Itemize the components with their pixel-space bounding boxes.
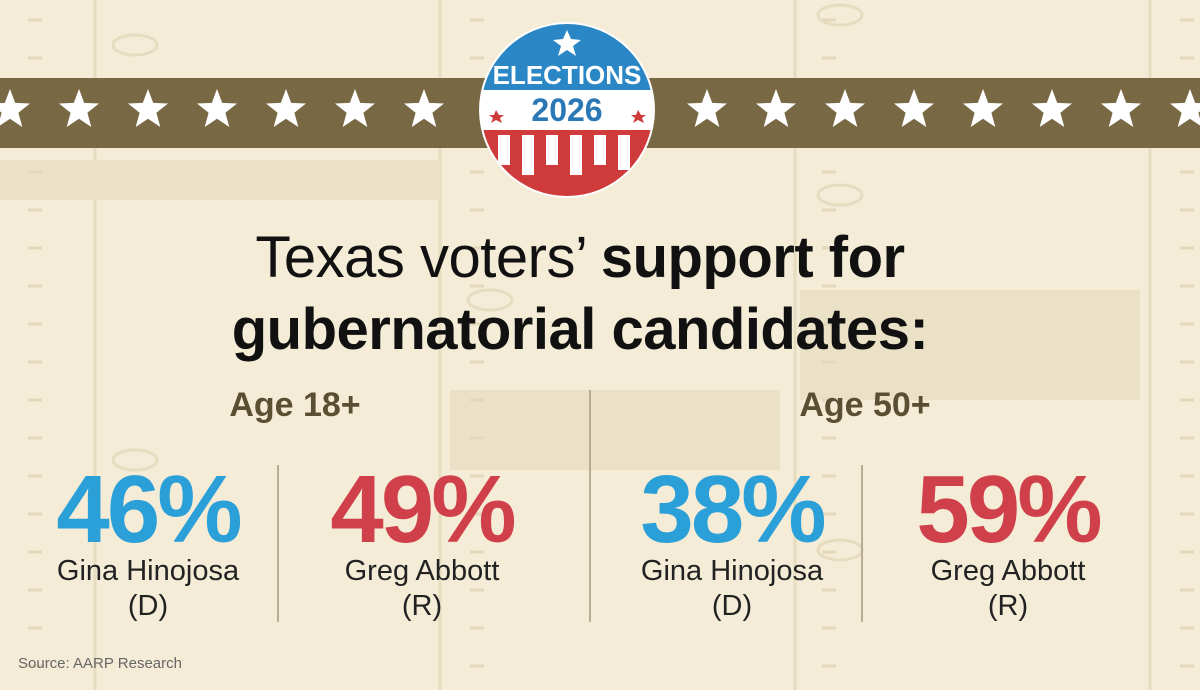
star — [1032, 89, 1072, 127]
divider — [861, 465, 863, 622]
star — [266, 89, 306, 127]
candidate-name: Gina Hinojosa (D) — [56, 555, 240, 622]
divider — [589, 390, 591, 622]
age-label: Age 18+ — [229, 386, 361, 424]
percent: 49% — [330, 456, 516, 563]
divider — [277, 465, 279, 622]
candidate-name: Greg Abbott (R) — [344, 555, 500, 622]
candidate-name: Greg Abbott (R) — [930, 555, 1086, 622]
star — [1101, 89, 1141, 127]
star — [1170, 89, 1200, 127]
star — [963, 89, 1003, 127]
title-bold: support for gubernatorial candidates: — [231, 225, 929, 362]
star — [894, 89, 934, 127]
title-regular: Texas voters’ — [255, 225, 586, 290]
election-badge: ELECTIONS 2026 — [479, 22, 655, 198]
star — [0, 89, 30, 127]
source: Source: AARP Research — [18, 655, 182, 672]
candidate-name: Gina Hinojosa (D) — [640, 555, 824, 622]
badge-top: ELECTIONS — [493, 60, 642, 90]
banner: ELECTIONS 2026 — [0, 22, 1200, 198]
star — [59, 89, 99, 127]
star — [687, 89, 727, 127]
percent: 46% — [56, 456, 242, 563]
star — [335, 89, 375, 127]
star — [756, 89, 796, 127]
star — [825, 89, 865, 127]
percent: 38% — [640, 456, 826, 563]
star — [128, 89, 168, 127]
star — [197, 89, 237, 127]
percent: 59% — [916, 456, 1102, 563]
title: Texas voters’ support for gubernatorial … — [150, 222, 1010, 366]
age-label: Age 50+ — [799, 386, 931, 424]
badge-bottom: 2026 — [531, 92, 602, 128]
star — [404, 89, 444, 127]
